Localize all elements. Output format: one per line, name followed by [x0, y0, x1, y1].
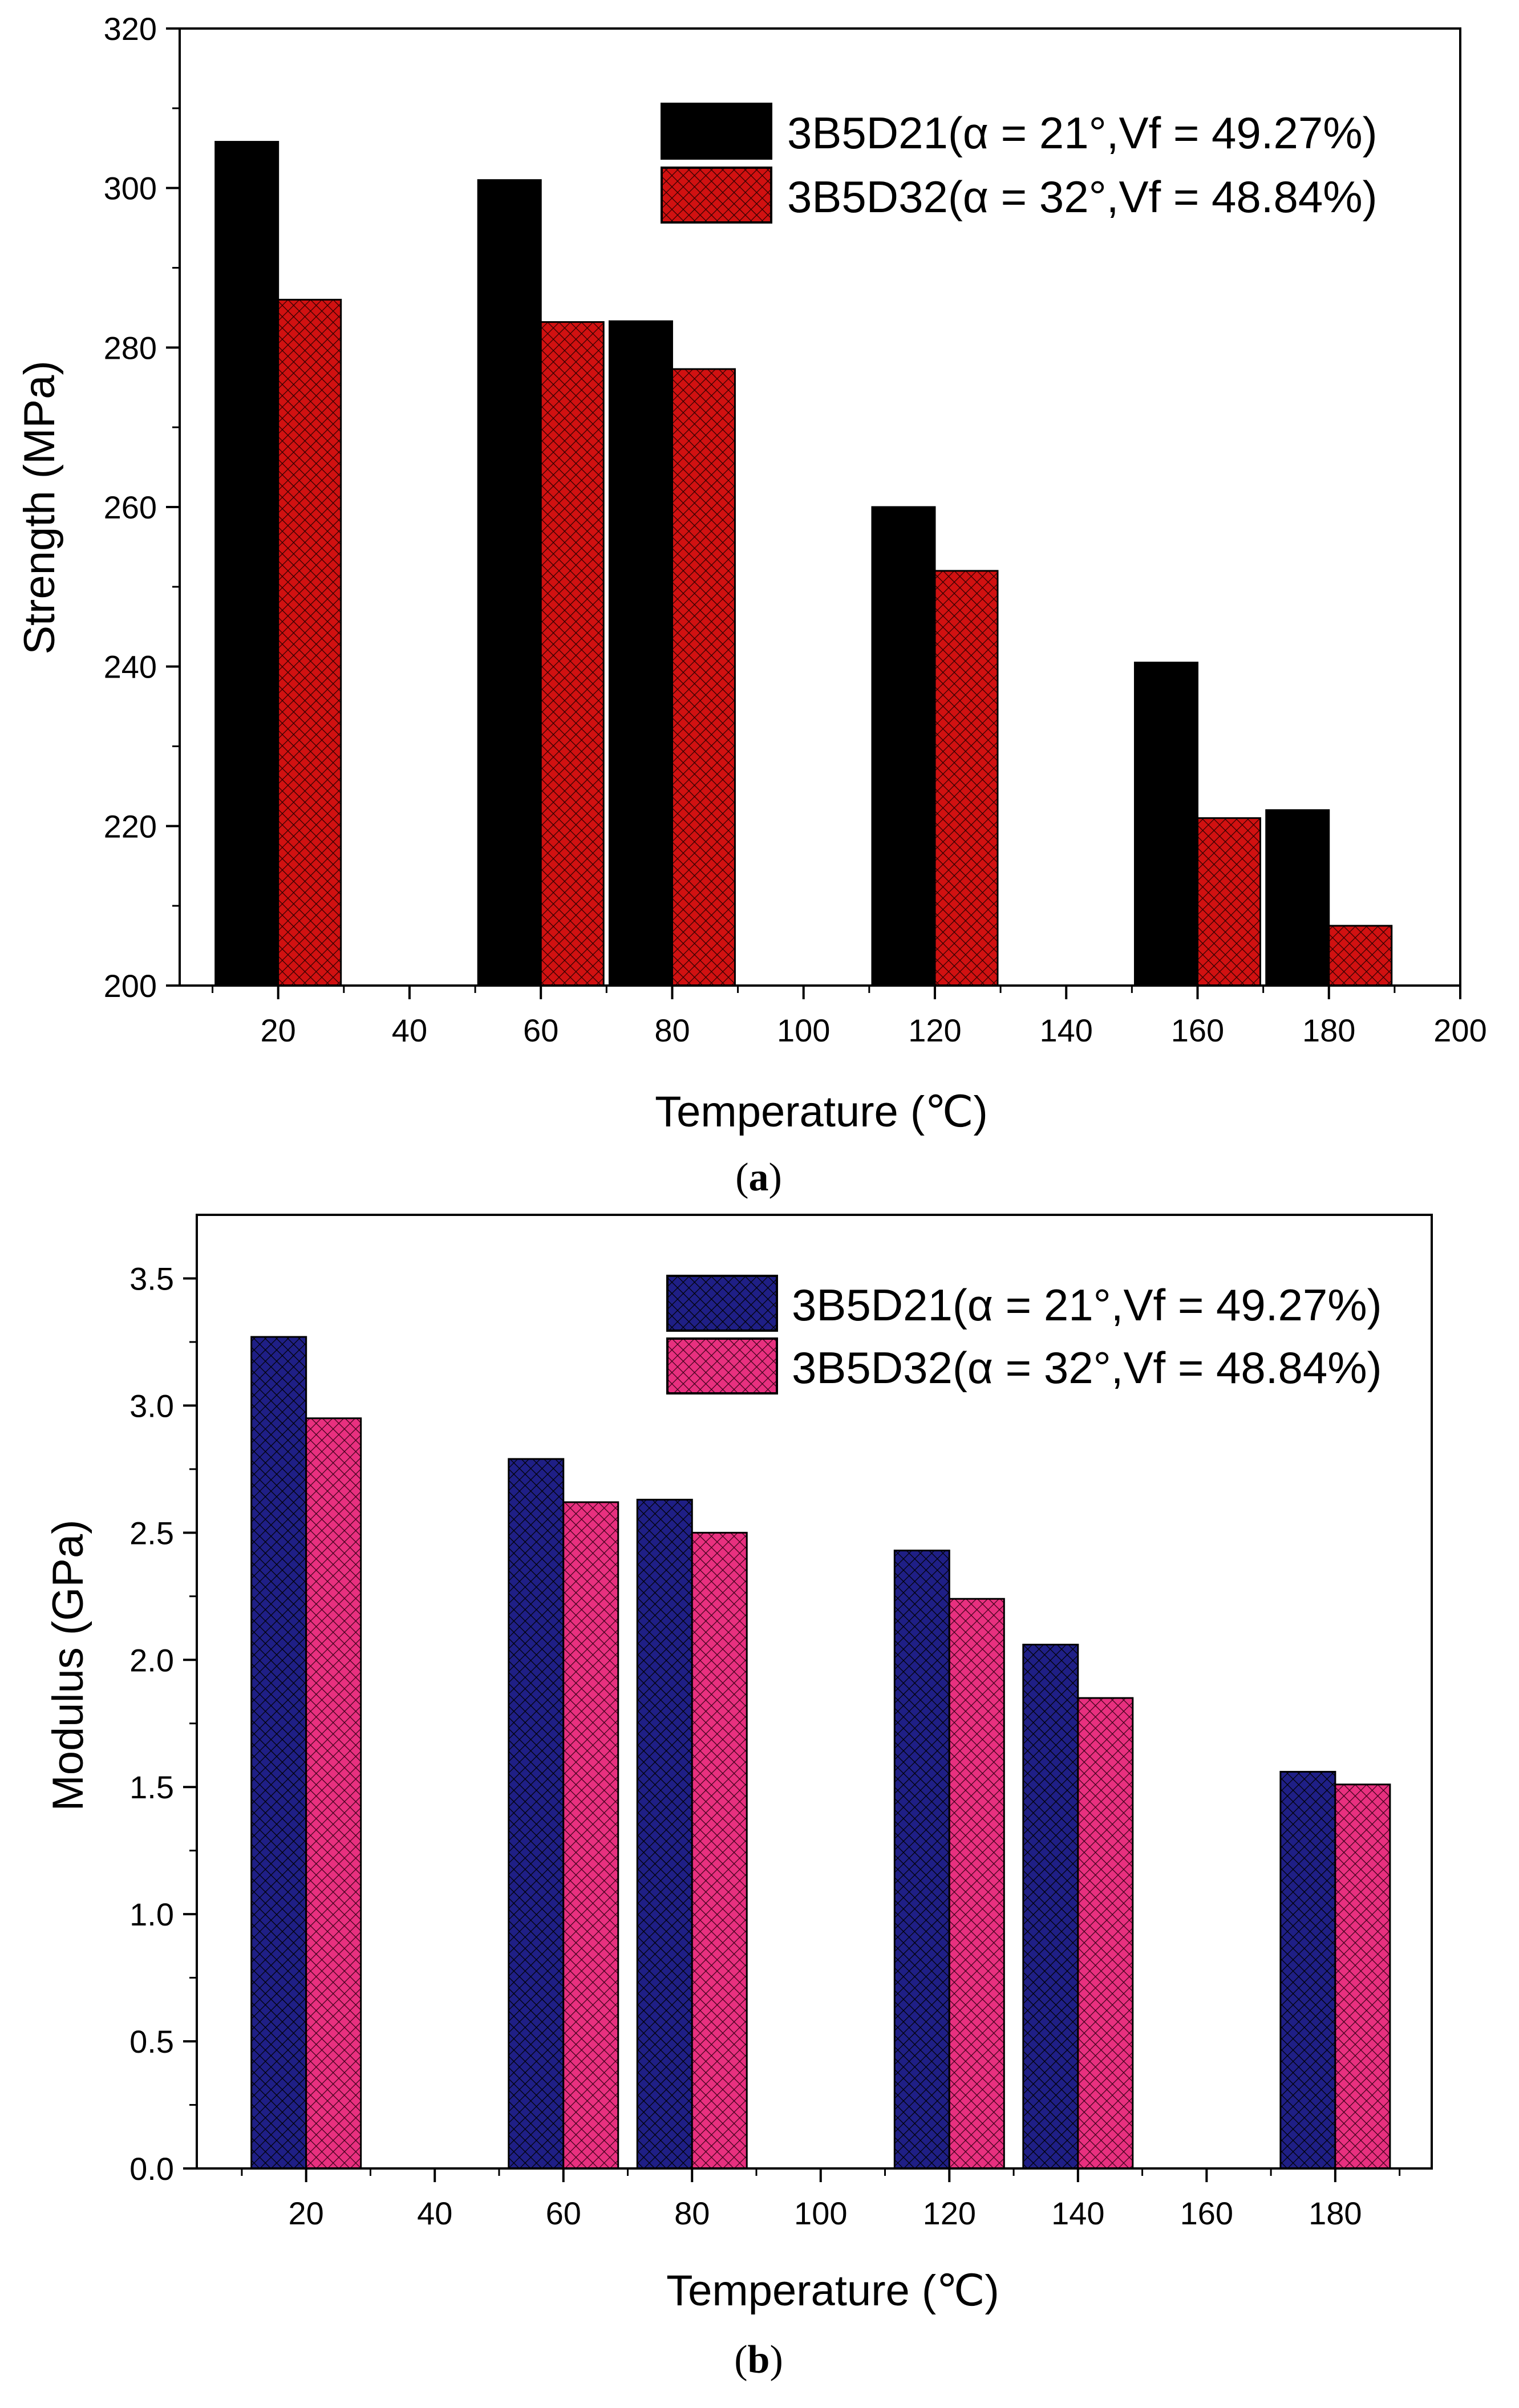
panel-a-y-tick-label: 220: [104, 808, 157, 844]
panel-a-x-tick-label: 100: [777, 1012, 830, 1048]
panel-a-bar-series-2-0: [277, 298, 342, 987]
panel-b-axes: 20 40 60 80 100 120 140 160 180 0.0 0.5 1.0 1.5 2.0 2.…: [129, 1214, 1433, 2231]
panel-b-bar-series-1-0: [250, 1336, 307, 2170]
panel-a-bar-series-2-5: [1328, 925, 1393, 987]
panel-a-x-axis-title: Temperature (℃): [655, 1088, 988, 1136]
panel-b-x-tick-label: 20: [289, 2195, 324, 2231]
panel-b-bar-series-2-2: [691, 1531, 748, 2170]
panel-b-bar-series-1-2: [636, 1498, 693, 2170]
panel-b-legend-label-series-1: 3B5D21(α = 21°,Vf = 49.27%): [792, 1280, 1382, 1330]
panel-b-bar-series-2-4: [1077, 1697, 1134, 2170]
panel-a-x-tick-label: 40: [392, 1012, 427, 1048]
panel-a-bar-series-1-1: [477, 179, 542, 987]
panel-b-bar-series-2-3: [948, 1598, 1005, 2170]
panel-a-x-tick-label: 140: [1040, 1012, 1093, 1048]
panel-a-bar-series-2-4: [1196, 817, 1261, 987]
panel-a-y-tick-label: 320: [104, 11, 157, 47]
panel-b-bars: [250, 1336, 1391, 2170]
panel-a-bar-series-1-0: [214, 141, 280, 987]
panel-b-chart: 20 40 60 80 100 120 140 160 180 0.0 0.5 1.0 1.5 2.0 2.…: [44, 1214, 1433, 2382]
panel-a-bar-series-1-3: [871, 506, 936, 987]
panel-a-y-tick-label: 240: [104, 649, 157, 685]
panel-b-x-tick-label: 40: [417, 2195, 452, 2231]
panel-b-plot-frame: [196, 1214, 1433, 2170]
panel-a-chart: 20 40 60 80 100 120 140 160 180 200 200 220 240 260 28…: [15, 11, 1487, 1199]
panel-b-x-tick-label: 160: [1180, 2195, 1233, 2231]
panel-b-bar-series-1-3: [893, 1550, 950, 2170]
panel-a-bar-series-1-4: [1133, 662, 1198, 987]
panel-b-x-tick-label: 80: [674, 2195, 710, 2231]
panel-b-legend-swatch-series-1: [666, 1275, 778, 1332]
panel-a-bar-series-2-1: [540, 321, 605, 987]
panel-a-legend-label-series-2: 3B5D32(α = 32°,Vf = 48.84%): [787, 172, 1378, 222]
panel-a-axes: 20 40 60 80 100 120 140 160 180 200 200 220 240 260 28…: [104, 11, 1487, 1048]
panel-a-x-tick-label: 80: [654, 1012, 690, 1048]
panel-b-bar-series-2-5: [1334, 1783, 1391, 2170]
panel-a-y-tick-label: 260: [104, 489, 157, 525]
panel-a-x-tick-label: 60: [523, 1012, 558, 1048]
panel-b-x-tick-label: 60: [546, 2195, 581, 2231]
panel-b-y-tick-label: 3.0: [129, 1388, 174, 1424]
panel-b-x-axis-title: Temperature (℃): [666, 2267, 999, 2315]
panel-b-bar-series-1-5: [1279, 1770, 1336, 2170]
panel-b-y-tick-label: 3.5: [129, 1260, 174, 1296]
panel-a-x-tick-label: 160: [1171, 1012, 1224, 1048]
panel-b-bar-series-2-0: [305, 1417, 362, 2170]
panel-b-y-tick-label: 1.0: [129, 1896, 174, 1932]
panel-b-bar-series-2-1: [562, 1501, 619, 2170]
panel-a-legend-swatch-series-1: [661, 103, 772, 160]
panel-b-bar-series-1-4: [1022, 1644, 1079, 2170]
panel-b-legend: 3B5D21(α = 21°,Vf = 49.27%) 3B5D32(α = 3…: [666, 1275, 1382, 1394]
panel-b-y-tick-label: 0.0: [129, 2151, 174, 2187]
panel-a-legend-swatch-series-2: [661, 167, 772, 224]
panel-a-bar-series-1-2: [608, 320, 673, 987]
panel-b-x-tick-label: 120: [923, 2195, 976, 2231]
panel-a-legend-label-series-1: 3B5D21(α = 21°,Vf = 49.27%): [787, 108, 1378, 158]
panel-b-x-tick-label: 140: [1051, 2195, 1104, 2231]
panel-b-y-tick-label: 0.5: [129, 2024, 174, 2060]
panel-b-y-tick-label: 2.0: [129, 1642, 174, 1678]
panel-a-x-tick-label: 20: [261, 1012, 296, 1048]
panel-b-y-axis-title: Modulus (GPa): [44, 1519, 92, 1811]
panel-b-legend-swatch-series-2: [666, 1337, 778, 1394]
panel-a-y-tick-label: 200: [104, 968, 157, 1004]
panel-a-caption: (a): [735, 1156, 782, 1199]
panel-a-bar-series-2-2: [671, 368, 736, 987]
panel-b-y-tick-label: 1.5: [129, 1769, 174, 1805]
panel-b-y-tick-label: 2.5: [129, 1515, 174, 1551]
panel-b-bar-series-1-1: [508, 1458, 565, 2170]
panel-a-y-axis-title: Strength (MPa): [15, 360, 64, 654]
panel-b-x-tick-label: 100: [794, 2195, 847, 2231]
panel-a-bar-series-1-5: [1265, 809, 1330, 987]
panel-b-x-tick-label: 180: [1309, 2195, 1362, 2231]
panel-a-legend: 3B5D21(α = 21°,Vf = 49.27%) 3B5D32(α = 3…: [661, 103, 1378, 224]
panel-a-y-tick-label: 280: [104, 330, 157, 366]
panel-a-bar-series-2-3: [934, 570, 999, 987]
panel-b-legend-label-series-2: 3B5D32(α = 32°,Vf = 48.84%): [792, 1343, 1382, 1393]
panel-a-x-tick-label: 120: [908, 1012, 961, 1048]
panel-a-y-tick-label: 300: [104, 171, 157, 206]
panel-a-bars: [214, 141, 1393, 987]
panel-a-x-tick-label: 180: [1302, 1012, 1355, 1048]
panel-b-caption: (b): [734, 2338, 783, 2382]
panel-a-x-tick-label: 200: [1433, 1012, 1486, 1048]
